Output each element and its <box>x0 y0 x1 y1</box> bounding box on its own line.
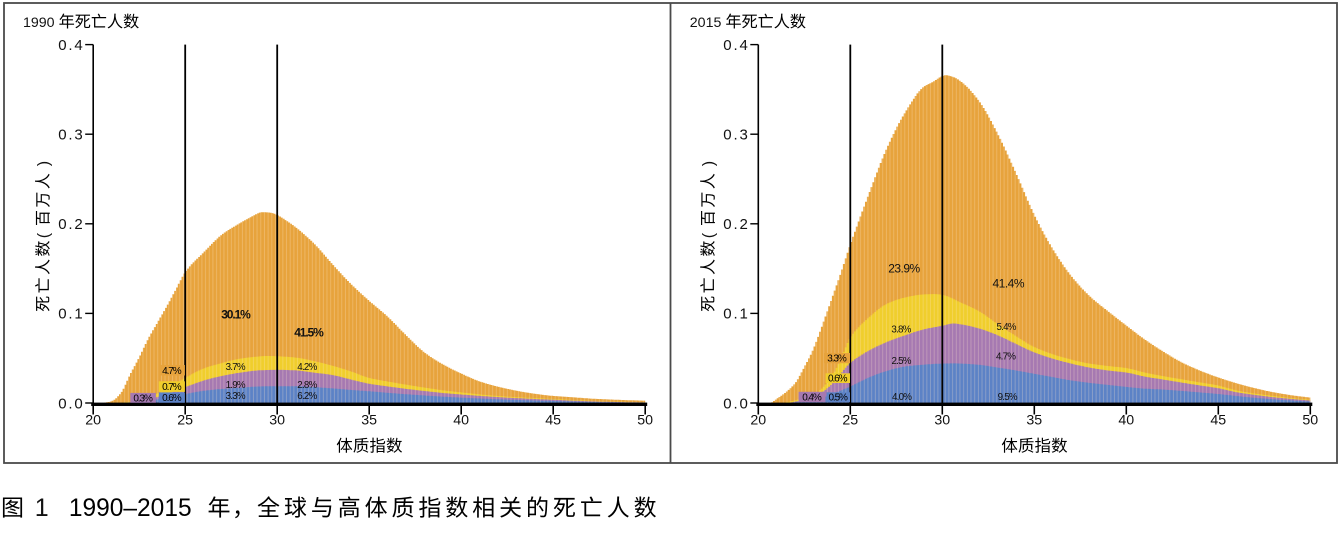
svg-text:0.6%: 0.6% <box>828 374 848 385</box>
svg-text:0.1: 0.1 <box>58 306 83 323</box>
svg-text:9.5%: 9.5% <box>998 392 1018 403</box>
svg-text:45: 45 <box>545 413 561 429</box>
svg-text:45: 45 <box>1210 413 1226 429</box>
svg-text:0.3: 0.3 <box>723 127 748 144</box>
svg-text:40: 40 <box>453 413 469 429</box>
svg-text:1990–2015: 1990–2015 <box>69 494 192 522</box>
svg-text:2.8%: 2.8% <box>297 380 317 391</box>
svg-text:25: 25 <box>177 413 193 429</box>
svg-text:20: 20 <box>85 413 101 429</box>
svg-text:6.2%: 6.2% <box>297 391 317 402</box>
svg-text:(: ( <box>701 232 718 238</box>
svg-text:): ) <box>36 161 53 166</box>
svg-text:30: 30 <box>269 413 285 429</box>
svg-text:0.4: 0.4 <box>58 37 83 54</box>
svg-text:0.3: 0.3 <box>58 127 83 144</box>
svg-text:50: 50 <box>637 413 653 429</box>
svg-text:3.3%: 3.3% <box>827 354 847 365</box>
svg-text:50: 50 <box>1302 413 1318 429</box>
svg-text:41.5%: 41.5% <box>294 326 324 340</box>
svg-text:2015: 2015 <box>690 15 722 31</box>
svg-text:1.9%: 1.9% <box>226 380 246 391</box>
svg-text:2.5%: 2.5% <box>892 356 912 367</box>
svg-text:1: 1 <box>35 494 49 522</box>
svg-text:35: 35 <box>1026 413 1042 429</box>
svg-text:23.9%: 23.9% <box>888 261 920 275</box>
svg-text:0.0: 0.0 <box>58 395 83 412</box>
svg-text:): ) <box>701 161 718 166</box>
svg-text:41.4%: 41.4% <box>993 276 1025 290</box>
svg-text:5.4%: 5.4% <box>997 322 1017 333</box>
svg-text:30.1%: 30.1% <box>221 307 251 321</box>
svg-text:3.8%: 3.8% <box>891 325 911 336</box>
svg-text:4.7%: 4.7% <box>162 366 182 377</box>
svg-text:30: 30 <box>934 413 950 429</box>
svg-text:0.6%: 0.6% <box>162 393 182 404</box>
svg-text:(: ( <box>36 232 53 238</box>
svg-text:0.7%: 0.7% <box>162 382 182 393</box>
svg-text:20: 20 <box>750 413 766 429</box>
svg-text:3.3%: 3.3% <box>226 391 246 402</box>
svg-text:4.0%: 4.0% <box>892 392 912 403</box>
svg-text:25: 25 <box>842 413 858 429</box>
svg-text:0.1: 0.1 <box>723 306 748 323</box>
svg-text:0.2: 0.2 <box>58 216 83 233</box>
svg-text:40: 40 <box>1118 413 1134 429</box>
svg-text:0.2: 0.2 <box>723 216 748 233</box>
svg-text:35: 35 <box>361 413 377 429</box>
svg-text:0.0: 0.0 <box>723 395 748 412</box>
svg-text:4.7%: 4.7% <box>996 352 1016 363</box>
svg-text:4.2%: 4.2% <box>297 362 317 373</box>
svg-text:3.7%: 3.7% <box>226 362 246 373</box>
svg-text:1990: 1990 <box>23 15 55 31</box>
svg-text:0.3%: 0.3% <box>133 393 153 404</box>
svg-text:0.5%: 0.5% <box>828 393 848 404</box>
svg-text:0.4: 0.4 <box>723 37 748 54</box>
svg-text:0.4%: 0.4% <box>802 393 822 404</box>
